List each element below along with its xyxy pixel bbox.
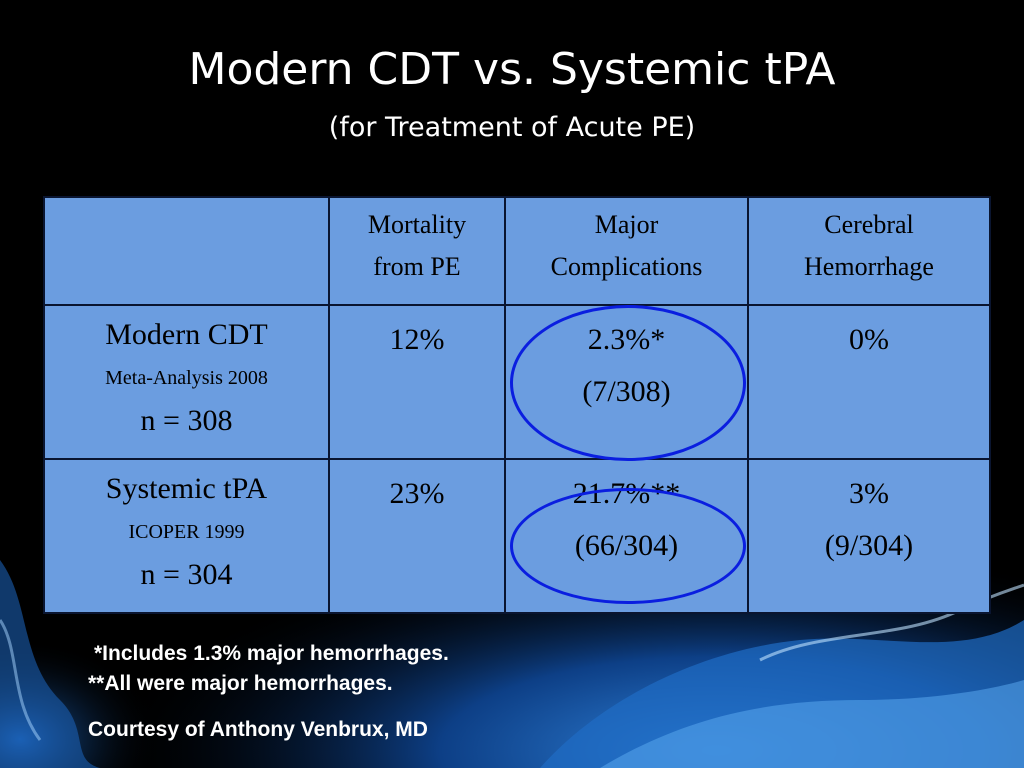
footnote-2: **All were major hemorrhages.: [88, 672, 393, 695]
row-label-modern-cdt: Modern CDT Meta-Analysis 2008 n = 308: [43, 304, 330, 460]
header-major-complications: Major Complications: [504, 196, 749, 306]
cell-mortality: 23%: [328, 458, 506, 614]
table-row-modern-cdt: Modern CDT Meta-Analysis 2008 n = 308 12…: [43, 304, 991, 460]
cell-major-complications: 21.7%** (66/304): [504, 458, 749, 614]
cell-cerebral-hemorrhage: 0%: [747, 304, 991, 460]
cell-major-complications: 2.3%* (7/308): [504, 304, 749, 460]
credit-line: Courtesy of Anthony Venbrux, MD: [88, 718, 428, 741]
table-header-row: Mortality from PE Major Complications Ce…: [43, 196, 991, 306]
row-n: n = 308: [140, 404, 233, 437]
header-mortality: Mortality from PE: [328, 196, 506, 306]
header-cerebral-hemorrhage: Cerebral Hemorrhage: [747, 196, 991, 306]
footnote-1: *Includes 1.3% major hemorrhages.: [94, 642, 449, 665]
row-n: n = 304: [140, 558, 233, 591]
cell-cerebral-hemorrhage: 3% (9/304): [747, 458, 991, 614]
comparison-table: Mortality from PE Major Complications Ce…: [43, 196, 991, 614]
row-source: ICOPER 1999: [128, 521, 245, 543]
row-name: Modern CDT: [105, 318, 268, 351]
table-row-systemic-tpa: Systemic tPA ICOPER 1999 n = 304 23% 21.…: [43, 458, 991, 614]
row-label-systemic-tpa: Systemic tPA ICOPER 1999 n = 304: [43, 458, 330, 614]
row-name: Systemic tPA: [105, 472, 268, 505]
row-source: Meta-Analysis 2008: [105, 367, 268, 389]
slide-title: Modern CDT vs. Systemic tPA: [188, 44, 836, 95]
cell-mortality: 12%: [328, 304, 506, 460]
slide-subtitle: (for Treatment of Acute PE): [328, 112, 696, 143]
header-empty-cell: [43, 196, 330, 306]
